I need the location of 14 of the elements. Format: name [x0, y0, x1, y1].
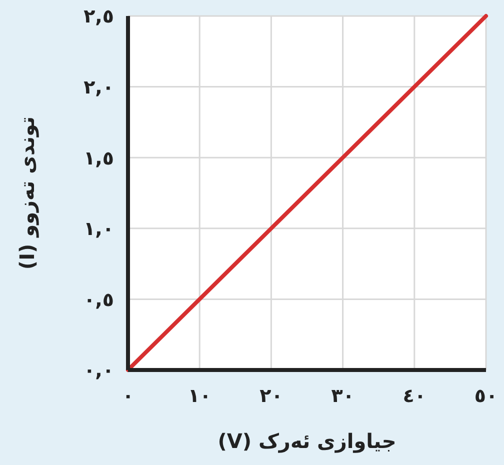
- x-tick-label: ٤٠: [402, 385, 426, 407]
- y-axis-title: توندی تەزوو (I): [15, 116, 39, 270]
- y-tick-label: ٠,٥: [84, 288, 114, 311]
- x-tick-label: ٣٠: [331, 385, 354, 407]
- x-axis-title: جیاوازی ئەرک (V): [218, 429, 396, 453]
- y-tick-label: ٠,٠: [84, 360, 114, 382]
- y-tick-label: ٢,٠: [84, 76, 114, 98]
- y-tick-label: ٢,٥: [84, 6, 114, 28]
- y-tick-label: ١,٥: [84, 147, 114, 170]
- y-tick-label: ١,٠: [84, 218, 114, 240]
- x-tick-label: ٢٠: [260, 385, 283, 407]
- x-tick-label: ١٠: [188, 385, 212, 407]
- x-tick-label: ٠: [122, 385, 134, 407]
- x-tick-label: ٥٠: [474, 385, 498, 407]
